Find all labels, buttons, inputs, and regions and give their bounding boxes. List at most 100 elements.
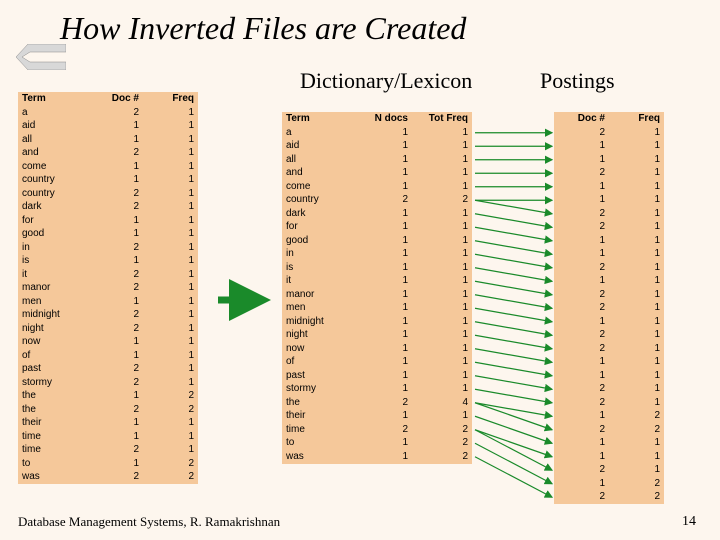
table-row: for11 bbox=[18, 214, 198, 228]
table-cell: 1 bbox=[354, 261, 412, 275]
table-row: dark11 bbox=[282, 207, 472, 221]
table-cell: manor bbox=[18, 282, 88, 296]
table-cell: 1 bbox=[609, 207, 664, 221]
table-cell: the bbox=[18, 390, 88, 404]
table-cell: 2 bbox=[609, 423, 664, 437]
slide-title: How Inverted Files are Created bbox=[60, 10, 466, 47]
table-cell: 1 bbox=[354, 450, 412, 464]
table-cell: their bbox=[282, 410, 354, 424]
table-row: 11 bbox=[554, 315, 664, 329]
table-cell: 2 bbox=[554, 491, 609, 505]
table-row: 21 bbox=[554, 207, 664, 221]
table-row: was12 bbox=[282, 450, 472, 464]
table-cell: 1 bbox=[609, 383, 664, 397]
table-row: all11 bbox=[18, 133, 198, 147]
table-cell: 1 bbox=[412, 369, 472, 383]
table-cell: the bbox=[18, 403, 88, 417]
table-cell: 1 bbox=[88, 430, 143, 444]
lexicon-table: TermN docsTot Freqa11aid11all11and11come… bbox=[282, 112, 472, 464]
table-cell: 1 bbox=[88, 417, 143, 431]
table-row: aid11 bbox=[282, 140, 472, 154]
table-cell: now bbox=[18, 336, 88, 350]
table-row: come11 bbox=[282, 180, 472, 194]
table-cell: 1 bbox=[554, 410, 609, 424]
table-cell: 2 bbox=[412, 437, 472, 451]
table-row: 11 bbox=[554, 437, 664, 451]
table-row: 22 bbox=[554, 423, 664, 437]
table-cell: 2 bbox=[354, 423, 412, 437]
table-cell: 1 bbox=[354, 369, 412, 383]
table-cell: 1 bbox=[143, 336, 198, 350]
table-row: good11 bbox=[282, 234, 472, 248]
table-cell: 1 bbox=[609, 167, 664, 181]
table-cell: 1 bbox=[554, 180, 609, 194]
table-cell: and bbox=[282, 167, 354, 181]
table-cell: 1 bbox=[412, 329, 472, 343]
table-cell: it bbox=[282, 275, 354, 289]
table-cell: all bbox=[18, 133, 88, 147]
table-cell: 1 bbox=[609, 221, 664, 235]
table-row: and21 bbox=[18, 147, 198, 161]
table-cell: come bbox=[18, 160, 88, 174]
table-cell: 1 bbox=[554, 275, 609, 289]
table-cell: 1 bbox=[143, 376, 198, 390]
table-row: 21 bbox=[554, 221, 664, 235]
table-row: men11 bbox=[282, 302, 472, 316]
table-cell: stormy bbox=[18, 376, 88, 390]
table-row: manor21 bbox=[18, 282, 198, 296]
table-cell: 1 bbox=[609, 302, 664, 316]
table-row: of11 bbox=[282, 356, 472, 370]
table-cell: manor bbox=[282, 288, 354, 302]
table-cell: 1 bbox=[354, 221, 412, 235]
table-row: and11 bbox=[282, 167, 472, 181]
table-cell: 1 bbox=[143, 255, 198, 269]
table-row: was22 bbox=[18, 471, 198, 485]
table-row: aid11 bbox=[18, 120, 198, 134]
table-cell: time bbox=[18, 430, 88, 444]
table-cell: 2 bbox=[354, 194, 412, 208]
table-cell: time bbox=[282, 423, 354, 437]
table-cell: 1 bbox=[143, 120, 198, 134]
table-cell: 1 bbox=[609, 356, 664, 370]
table-row: 21 bbox=[554, 261, 664, 275]
table-cell: 1 bbox=[412, 180, 472, 194]
table-row: time21 bbox=[18, 444, 198, 458]
table-cell: 1 bbox=[354, 140, 412, 154]
table-cell: 1 bbox=[354, 126, 412, 140]
table-cell: 1 bbox=[354, 315, 412, 329]
col-header: Term bbox=[282, 112, 354, 126]
mapping-arrow bbox=[475, 254, 552, 268]
table-cell: 2 bbox=[143, 457, 198, 471]
table-row: is11 bbox=[282, 261, 472, 275]
col-header: N docs bbox=[354, 112, 412, 126]
table-row: their11 bbox=[18, 417, 198, 431]
table-cell: 1 bbox=[354, 153, 412, 167]
table-row: 21 bbox=[554, 342, 664, 356]
table-cell: 1 bbox=[143, 322, 198, 336]
table-cell: 2 bbox=[88, 201, 143, 215]
table-cell: for bbox=[282, 221, 354, 235]
table-cell: 1 bbox=[609, 234, 664, 248]
table-cell: 1 bbox=[88, 336, 143, 350]
mapping-arrow bbox=[475, 268, 552, 282]
table-cell: 1 bbox=[88, 228, 143, 242]
table-cell: 1 bbox=[354, 302, 412, 316]
table-cell: 1 bbox=[609, 126, 664, 140]
table-cell: 2 bbox=[554, 342, 609, 356]
table-cell: now bbox=[282, 342, 354, 356]
col-header: Tot Freq bbox=[412, 112, 472, 126]
table-cell: 2 bbox=[554, 288, 609, 302]
table-row: time22 bbox=[282, 423, 472, 437]
table-cell: 1 bbox=[609, 437, 664, 451]
table-cell: 1 bbox=[609, 464, 664, 478]
table-cell: 2 bbox=[143, 471, 198, 485]
col-header: Doc # bbox=[554, 112, 609, 126]
table-row: men11 bbox=[18, 295, 198, 309]
table-cell: dark bbox=[282, 207, 354, 221]
table-cell: good bbox=[282, 234, 354, 248]
col-header: Freq bbox=[609, 112, 664, 126]
table-row: for11 bbox=[282, 221, 472, 235]
col-header: Doc # bbox=[88, 92, 143, 106]
table-row: 21 bbox=[554, 302, 664, 316]
table-cell: 1 bbox=[354, 207, 412, 221]
